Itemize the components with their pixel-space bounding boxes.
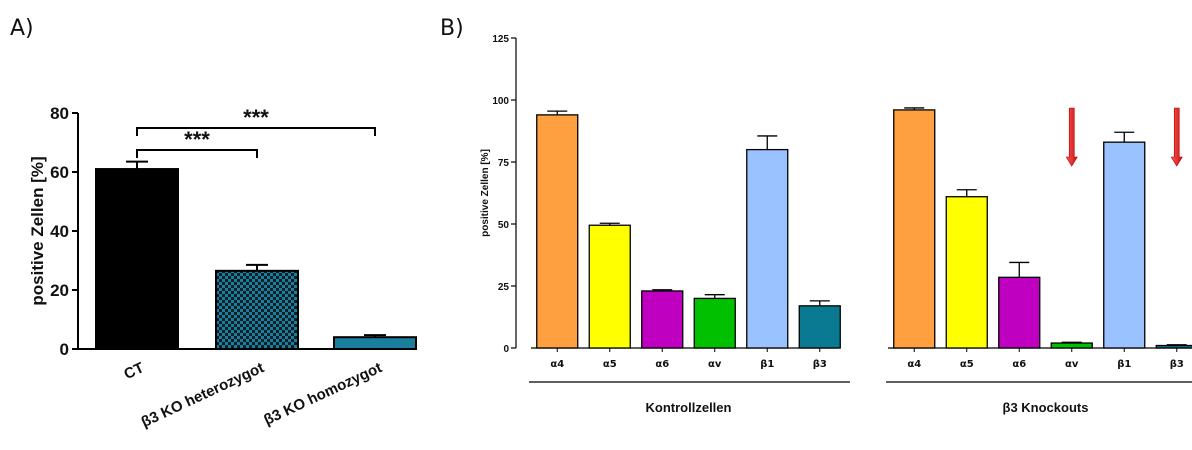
y-axis-title-b: positive Zellen [%]: [480, 149, 491, 237]
bar-b: [1050, 342, 1093, 349]
group-label: β3 Knockouts: [1003, 400, 1089, 415]
y-tick-label-a: 60: [50, 163, 69, 182]
bar-a: [95, 168, 179, 350]
down-arrow-icon: [1065, 107, 1078, 167]
significance-label: ***: [184, 127, 210, 152]
y-tick-label-a: 80: [50, 104, 69, 123]
y-tick-label-a: 0: [60, 340, 69, 359]
significance-label: ***: [243, 105, 269, 130]
bar-b: [693, 297, 736, 349]
category-label-b: αv: [1065, 359, 1079, 370]
bar-b: [798, 305, 841, 349]
y-tick-label-b: 125: [492, 34, 509, 45]
category-label-b: α4: [550, 359, 564, 370]
category-label-a: CT: [121, 359, 146, 383]
y-axis-title-a: positive Zellen [%]: [28, 156, 47, 305]
bar-b: [893, 109, 936, 349]
bar-b: [588, 224, 631, 349]
bar-b: [945, 196, 988, 349]
category-label-b: α6: [1012, 359, 1026, 370]
bar-b: [641, 290, 684, 349]
y-tick-label-a: 40: [50, 222, 69, 241]
category-label-b: β3: [1170, 359, 1184, 370]
bar-b: [1155, 344, 1192, 349]
bar-a: [333, 336, 417, 351]
significance-bracket: [136, 149, 258, 158]
category-label-b: β1: [1117, 359, 1131, 370]
panel-a-label: A): [10, 16, 34, 41]
bar-b: [1103, 141, 1146, 349]
y-tick-label-b: 0: [503, 344, 509, 355]
y-tick-label-b: 25: [498, 282, 510, 293]
y-tick-label-a: 20: [50, 281, 69, 300]
category-label-b: αv: [708, 359, 722, 370]
bar-b: [746, 148, 789, 349]
category-label-a: β3 KO heterozygot: [139, 359, 267, 431]
down-arrow-icon: [1170, 107, 1183, 167]
category-label-b: α4: [907, 359, 921, 370]
bar-a: [215, 269, 299, 351]
group-label: Kontrollzellen: [646, 400, 732, 415]
category-label-b: α5: [960, 359, 974, 370]
significance-bracket: [136, 127, 376, 136]
bar-b: [536, 114, 579, 349]
category-label-b: β1: [760, 359, 774, 370]
category-label-b: α5: [603, 359, 617, 370]
bar-b: [998, 276, 1041, 349]
category-label-b: β3: [813, 359, 827, 370]
category-label-a: β3 KO homozygot: [261, 359, 384, 429]
y-tick-label-b: 50: [498, 220, 510, 231]
y-tick-label-b: 75: [498, 158, 510, 169]
panel-b-label: B): [440, 16, 464, 41]
y-tick-label-b: 100: [492, 96, 509, 107]
category-label-b: α6: [655, 359, 669, 370]
chart-b: 0 25 50 75 100 125 positive Zellen [%] α4 α5 α6 αv…: [480, 34, 1192, 415]
